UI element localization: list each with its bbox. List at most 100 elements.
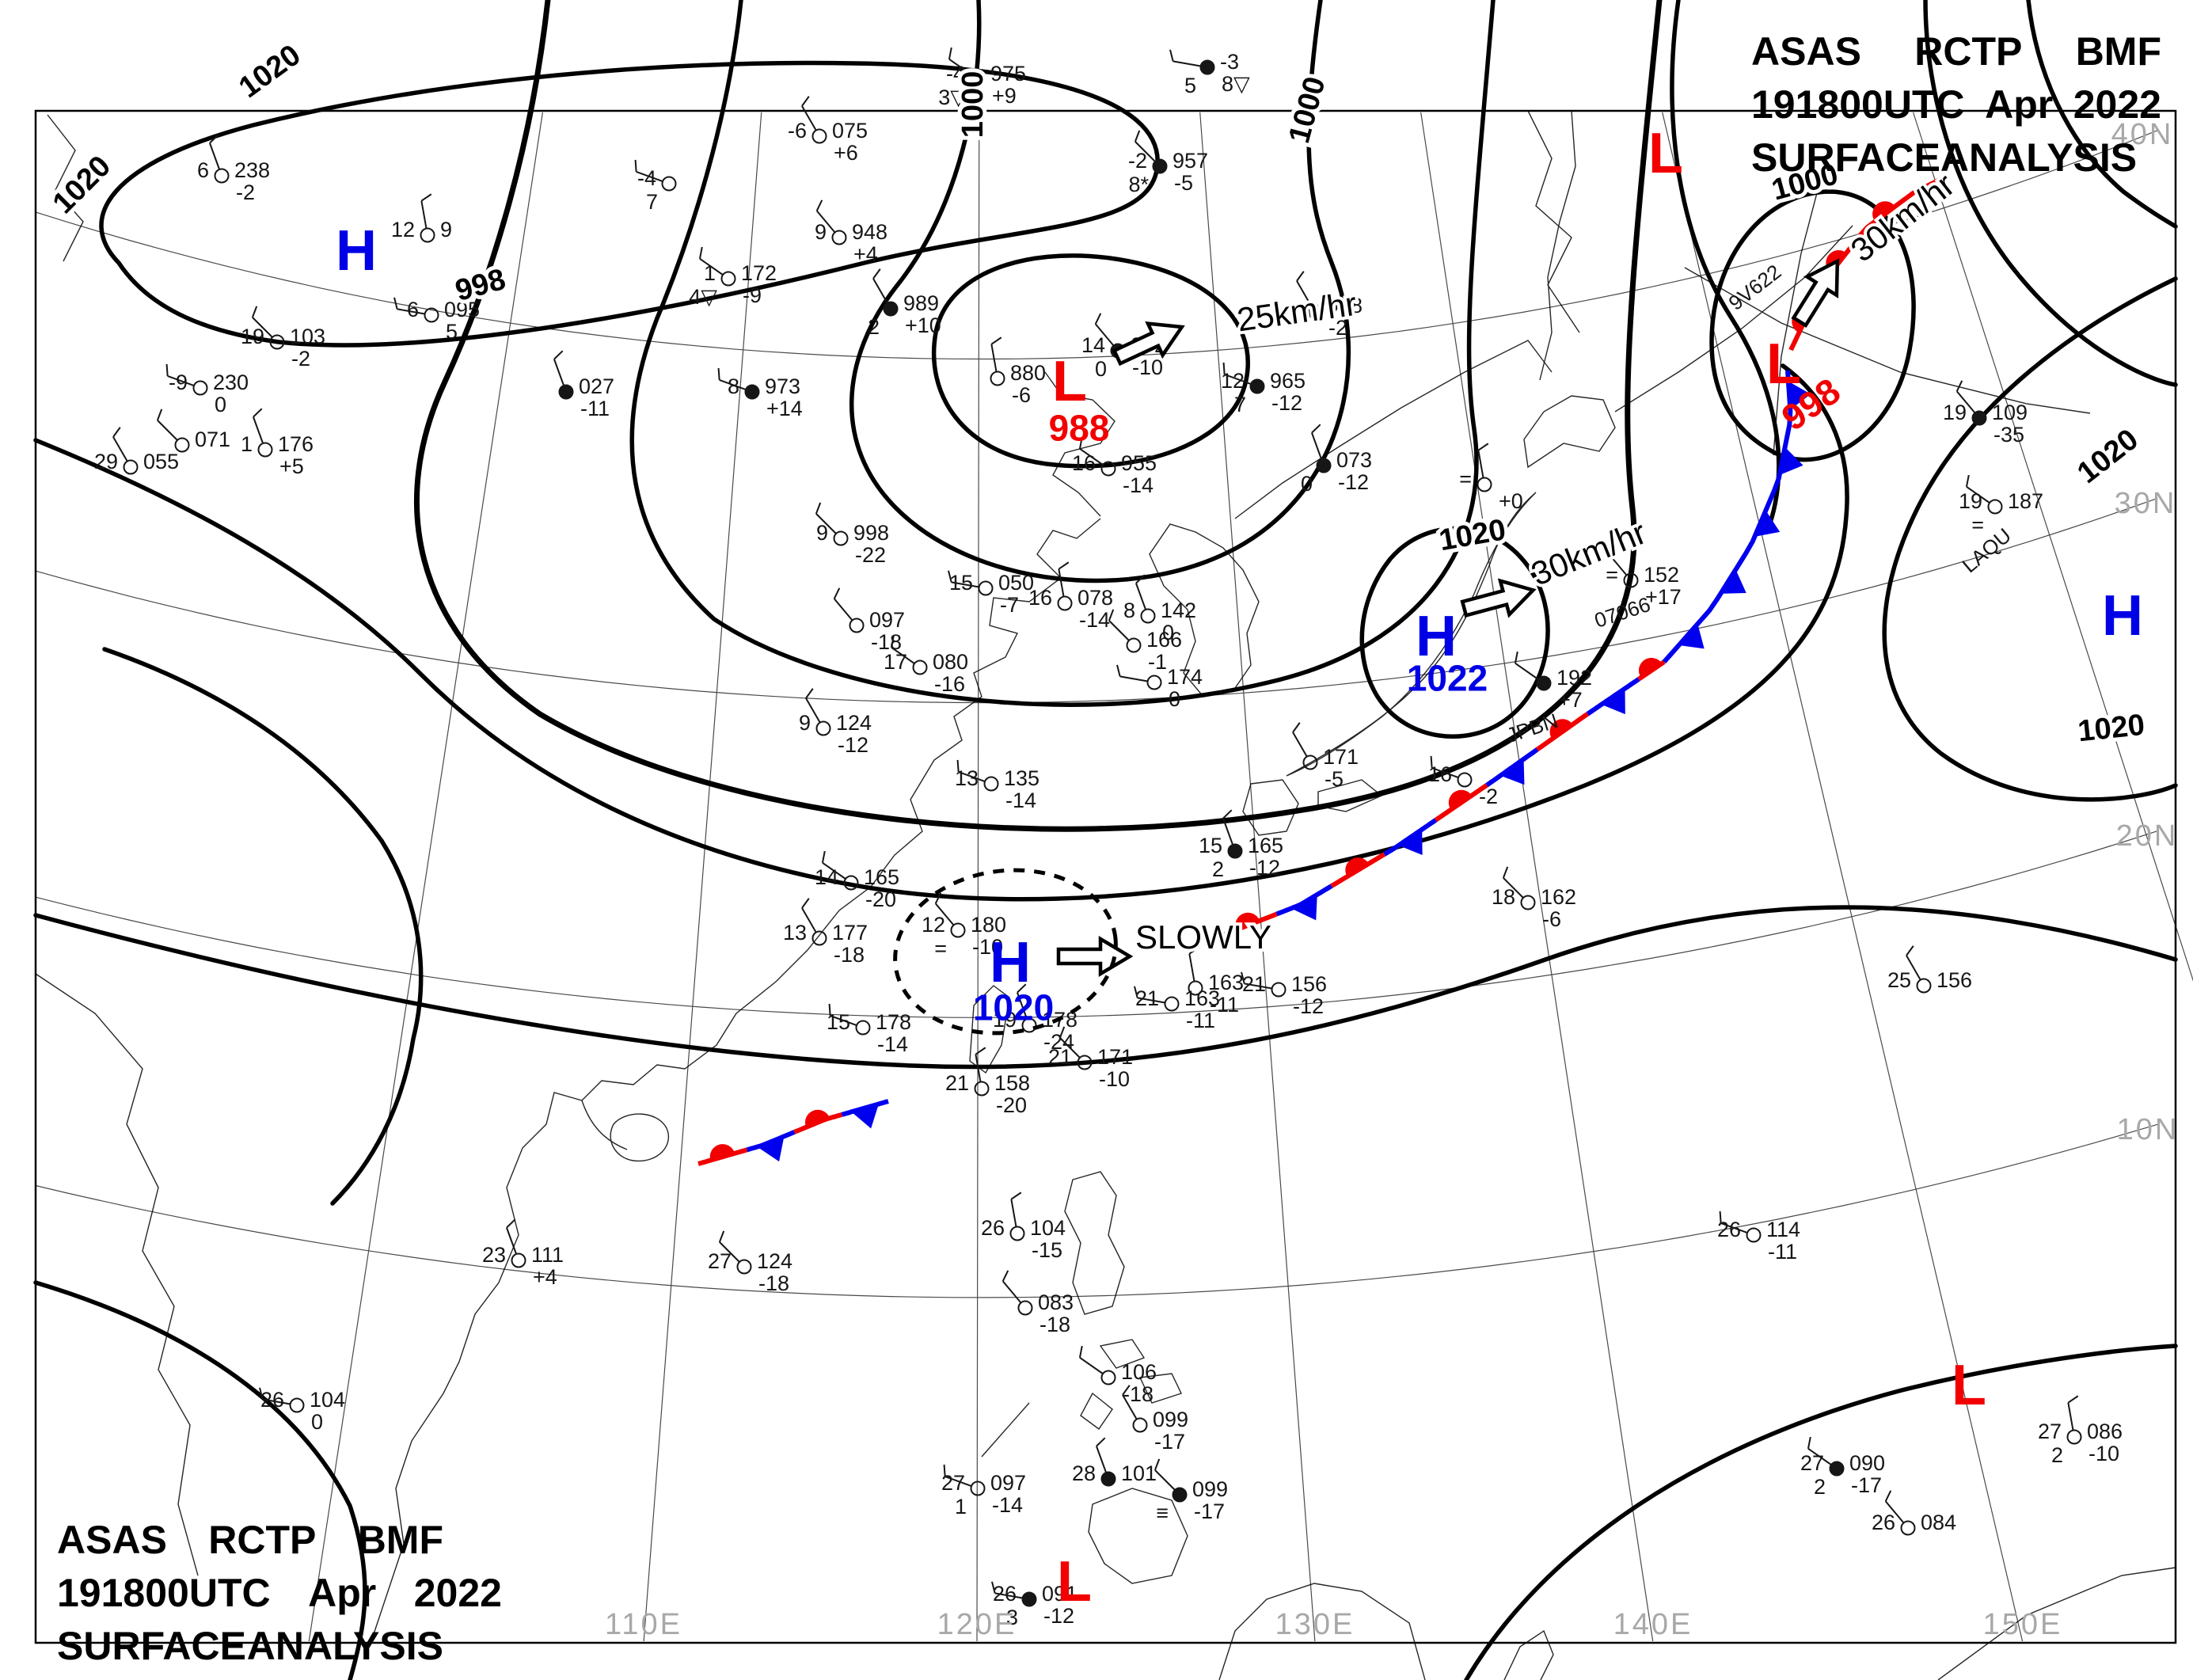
front-line: [746, 1130, 796, 1153]
wind-barb: [699, 257, 724, 276]
station-circle: [1971, 410, 1987, 426]
wind-barb-tick: [890, 635, 895, 648]
station-circle: [912, 659, 928, 675]
station-circle: [811, 128, 827, 144]
station-plot: 099-17: [1122, 1385, 1188, 1454]
wind-barb-tick: [1094, 313, 1102, 325]
station-value: -20: [996, 1093, 1027, 1117]
station-value: -24: [1043, 1030, 1074, 1054]
station-value: -6: [788, 119, 807, 143]
station-plot: 16 078-14: [1028, 561, 1113, 632]
coastline: [1523, 395, 1616, 469]
station-value: 3▽: [938, 86, 967, 109]
station-circle: [883, 301, 899, 317]
station-value: 162: [1541, 885, 1576, 909]
coastline: [1773, 156, 1827, 456]
warm-front-symbol: [1235, 912, 1260, 930]
title-word: Apr: [308, 1571, 377, 1615]
cold-front-symbol: [1601, 688, 1625, 715]
station-plot: 15 178-14: [827, 1003, 911, 1056]
wind-barb-tick: [717, 367, 720, 381]
station-value: -15: [1032, 1238, 1062, 1262]
wind-barb: [1135, 141, 1156, 162]
station-plot: 15 050-7: [948, 570, 1034, 617]
station-plot: 29 055: [94, 427, 179, 475]
station-value: 1: [241, 432, 253, 456]
station-value: -14: [992, 1493, 1023, 1517]
station-plot: -2 957-5 8*: [1128, 130, 1208, 196]
wind-barb: [1010, 1199, 1017, 1227]
station-plot: 9 124-12: [799, 688, 872, 757]
station-plot: 21 156-12: [1241, 971, 1327, 1018]
station-circle: [661, 176, 677, 192]
wind-barb-tick: [991, 1581, 996, 1594]
front-line: [1383, 818, 1438, 857]
high-center-symbol: H: [990, 931, 1031, 994]
station-plot: 21 158-20: [945, 1047, 1030, 1117]
station-value: 21: [945, 1071, 969, 1095]
coastline: [1286, 492, 1537, 777]
wind-barb-tick: [112, 427, 121, 438]
station-plot: 12 9: [391, 193, 452, 243]
high-center-symbol: H: [336, 219, 377, 283]
station-circle: [1302, 754, 1318, 770]
station-value: 0: [311, 1410, 323, 1434]
title-word: ANALYSIS: [246, 1624, 443, 1668]
isobar-line: [1670, 0, 1781, 534]
station-circle: [1140, 608, 1156, 624]
wind-barb-tick: [718, 1230, 725, 1243]
station-value: -18: [1039, 1313, 1070, 1336]
station-value: 101: [1121, 1461, 1157, 1485]
station-value: -11: [1210, 993, 1239, 1017]
station-value: 0: [1162, 621, 1174, 644]
wind-barb-tick: [872, 268, 881, 279]
station-value: 163: [1184, 986, 1220, 1010]
wind-barb: [944, 1476, 972, 1488]
title-line-1: ASAS RCTP BMF: [57, 1514, 443, 1567]
station-value: -16: [934, 672, 965, 696]
station-value: 19: [1943, 401, 1967, 424]
wind-barb-tick: [1116, 664, 1121, 677]
wind-barb-tick: [1135, 574, 1146, 584]
isobar-line: [1709, 189, 1916, 462]
ship-callsign-label: LAQU: [1957, 523, 2016, 577]
wind-barb: [1477, 450, 1484, 478]
coastline: [1242, 779, 1299, 836]
wind-barb: [1119, 675, 1148, 682]
station-value: 165: [1248, 834, 1283, 857]
wind-barb-tick: [1965, 474, 1970, 487]
wind-barb: [1244, 983, 1272, 990]
station-circle: [1100, 1370, 1116, 1385]
isobar-line: [931, 253, 1250, 469]
isobar-line: [1359, 526, 1550, 739]
wind-barb: [553, 359, 565, 386]
station-plot: 192+7: [1514, 651, 1592, 712]
wind-barb: [1059, 1037, 1081, 1059]
station-circle: [1132, 1417, 1148, 1433]
isobar-line: [102, 647, 424, 1206]
station-circle: [720, 271, 736, 287]
wind-barb-tick: [1311, 424, 1321, 434]
isobar-line: [1923, 0, 2178, 387]
isobar-line: [629, 0, 1496, 707]
title-word: 2022: [413, 1571, 502, 1615]
station-value: 3: [1006, 1606, 1018, 1629]
station-value: -11: [580, 397, 610, 420]
station-value: 104: [310, 1388, 345, 1412]
station-value: 097: [869, 608, 905, 632]
station-value: 174: [1167, 665, 1203, 689]
wind-barb-tick: [1134, 986, 1138, 998]
station-value: 16: [1028, 586, 1052, 610]
station-value: 23: [482, 1243, 506, 1267]
wind-barb: [805, 697, 821, 724]
wind-barb-tick: [956, 759, 960, 773]
wind-barb: [891, 646, 915, 664]
dashed-high-ellipse: [893, 868, 1118, 1036]
wind-barb: [719, 379, 747, 391]
wind-barb: [157, 420, 178, 441]
wind-barb-tick: [801, 898, 810, 909]
coastline: [1234, 340, 1553, 519]
station-circle: [1077, 1055, 1093, 1070]
station-value: -12: [1043, 1604, 1074, 1628]
station-value: 13: [783, 921, 807, 945]
